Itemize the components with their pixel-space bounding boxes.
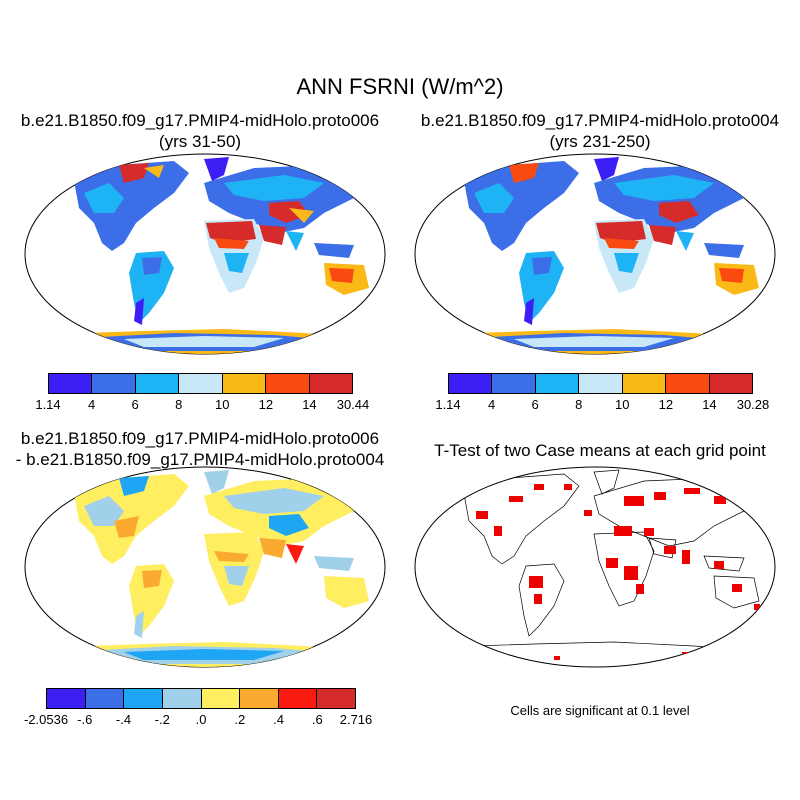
colorbar-segment bbox=[222, 374, 267, 393]
colorbar-3 bbox=[46, 688, 356, 709]
colorbar-segment bbox=[135, 374, 180, 393]
panel-1-title-line2: (yrs 31-50) bbox=[158, 132, 242, 151]
colorbar-segment bbox=[240, 689, 279, 708]
map-panel-4 bbox=[414, 466, 776, 668]
colorbar-tick-label: -.2 bbox=[154, 712, 170, 727]
colorbar-segment bbox=[535, 374, 580, 393]
colorbar-tick-label: .0 bbox=[195, 712, 207, 727]
colorbar-tick-label: 4 bbox=[487, 397, 496, 412]
colorbar-segment bbox=[278, 689, 318, 708]
colorbar-tick-label: 30.44 bbox=[336, 397, 370, 412]
colorbar-segment bbox=[317, 689, 355, 708]
colorbar-segment bbox=[162, 689, 202, 708]
colorbar-segment bbox=[579, 374, 623, 393]
colorbar-tick-label: 8 bbox=[575, 397, 583, 412]
colorbar-tick-label: 8 bbox=[175, 397, 183, 412]
panel-2-title-line2: (yrs 231-250) bbox=[549, 132, 651, 151]
panel-1-title: b.e21.B1850.f09_g17.PMIP4-midHolo.proto0… bbox=[0, 110, 400, 152]
panel-1-title-line1: b.e21.B1850.f09_g17.PMIP4-midHolo.proto0… bbox=[20, 111, 380, 130]
colorbar-tick-label: -.4 bbox=[115, 712, 132, 727]
panel-3-title-line2: - b.e21.B1850.f09_g17.PMIP4-midHolo.prot… bbox=[15, 450, 385, 469]
colorbar-tick-label: 6 bbox=[531, 397, 539, 412]
panel-3-title-line1: b.e21.B1850.f09_g17.PMIP4-midHolo.proto0… bbox=[20, 429, 380, 448]
colorbar-segment bbox=[709, 374, 752, 393]
colorbar-tick-label: 6 bbox=[131, 397, 139, 412]
colorbar-tick-label: 1.14 bbox=[35, 397, 61, 412]
land-fields bbox=[25, 470, 385, 667]
colorbar-segment bbox=[622, 374, 667, 393]
colorbar-segment bbox=[47, 689, 86, 708]
colorbar-segment bbox=[309, 374, 352, 393]
colorbar-tick-label: 10 bbox=[615, 397, 630, 412]
colorbar-1 bbox=[48, 373, 353, 394]
panel-4-title: T-Test of two Case means at each grid po… bbox=[400, 440, 800, 461]
map-panel-1 bbox=[24, 153, 386, 355]
colorbar-tick-label: 10 bbox=[215, 397, 230, 412]
colorbar-tick-label: 4 bbox=[87, 397, 96, 412]
significant-cells bbox=[476, 484, 760, 660]
panel-2-title-line1: b.e21.B1850.f09_g17.PMIP4-midHolo.proto0… bbox=[420, 111, 780, 130]
map-outline bbox=[414, 466, 776, 668]
colorbar-3-ticks: -2.0536 -.6 -.4 -.2 .0 .2 .4 .6 2.716 bbox=[24, 712, 372, 728]
map-panel-2 bbox=[414, 153, 776, 355]
colorbar-segment bbox=[124, 689, 163, 708]
main-title: ANN FSRNI (W/m^2) bbox=[296, 74, 504, 99]
colorbar-1-ticks: 1.14 4 6 8 10 12 14 30.44 bbox=[35, 397, 369, 413]
colorbar-tick-label: .4 bbox=[273, 712, 284, 727]
panel-2-title: b.e21.B1850.f09_g17.PMIP4-midHolo.proto0… bbox=[400, 110, 800, 152]
land-fields bbox=[25, 157, 385, 354]
colorbar-segment bbox=[201, 689, 241, 708]
colorbar-tick-label: -2.0536 bbox=[23, 712, 69, 727]
colorbar-tick-label: 1.14 bbox=[435, 397, 461, 412]
colorbar-tick-label: -.6 bbox=[77, 712, 93, 727]
colorbar-tick-label: 2.716 bbox=[339, 712, 373, 727]
colorbar-tick-label: 14 bbox=[302, 397, 317, 412]
colorbar-segment bbox=[85, 689, 125, 708]
land-fields bbox=[415, 157, 775, 354]
colorbar-2-ticks: 1.14 4 6 8 10 12 14 30.28 bbox=[435, 397, 769, 413]
colorbar-segment bbox=[92, 374, 136, 393]
colorbar-tick-label: .2 bbox=[234, 712, 246, 727]
colorbar-segment bbox=[266, 374, 310, 393]
colorbar-segment bbox=[449, 374, 493, 393]
map-panel-3 bbox=[24, 466, 386, 668]
colorbar-tick-label: 14 bbox=[702, 397, 717, 412]
colorbar-tick-label: 12 bbox=[258, 397, 274, 412]
colorbar-tick-label: .6 bbox=[311, 712, 323, 727]
colorbar-tick-label: 30.28 bbox=[736, 397, 770, 412]
colorbar-segment bbox=[492, 374, 536, 393]
colorbar-segment bbox=[49, 374, 93, 393]
colorbar-2 bbox=[448, 373, 753, 394]
colorbar-segment bbox=[179, 374, 223, 393]
panel-3-title: b.e21.B1850.f09_g17.PMIP4-midHolo.proto0… bbox=[0, 428, 400, 470]
significance-note: Cells are significant at 0.1 level bbox=[510, 703, 690, 718]
colorbar-segment bbox=[666, 374, 710, 393]
panel-4-title-line1: T-Test of two Case means at each grid po… bbox=[434, 441, 766, 460]
colorbar-tick-label: 12 bbox=[658, 397, 674, 412]
